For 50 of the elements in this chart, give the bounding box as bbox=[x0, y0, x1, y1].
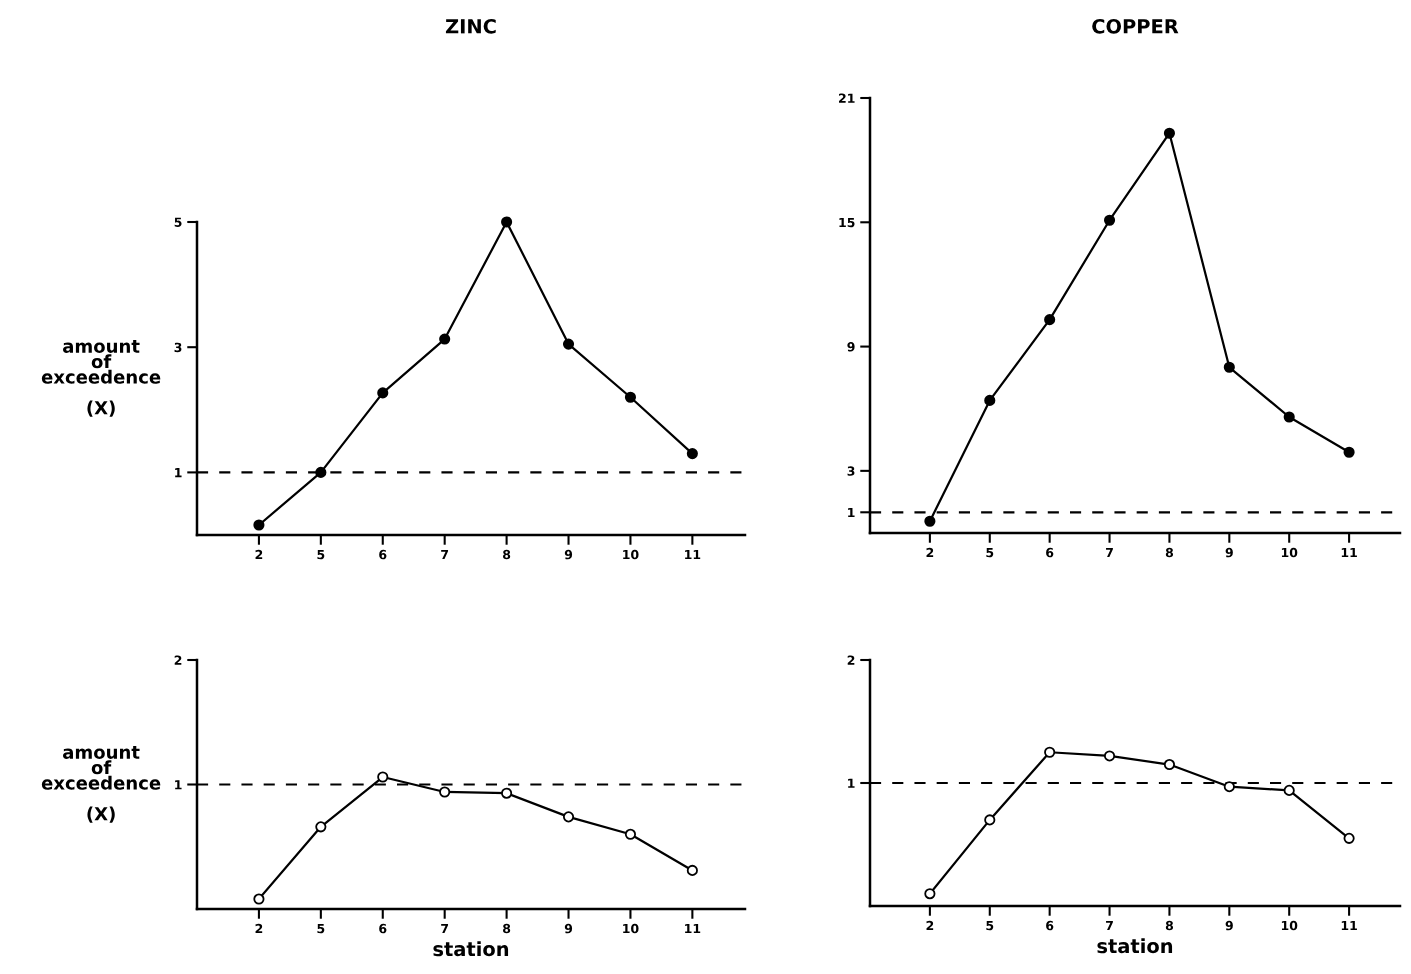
y-tick-label: 1 bbox=[848, 778, 855, 788]
y-tick-label: 2 bbox=[174, 655, 182, 665]
y-tick-label: 3 bbox=[847, 466, 855, 476]
y-tick-label: 15 bbox=[839, 217, 855, 228]
x-tick-label: 5 bbox=[317, 549, 325, 560]
x-tick-label: 10 bbox=[1281, 547, 1298, 558]
x-tick-label: 8 bbox=[503, 923, 511, 934]
x-tick-label: 9 bbox=[564, 923, 573, 934]
x-tick-label: 2 bbox=[926, 920, 934, 931]
x-tick-label: 7 bbox=[1106, 547, 1113, 558]
x-tick-label: 6 bbox=[379, 923, 387, 934]
x-tick-label: 7 bbox=[441, 549, 449, 560]
y-tick-label: 1 bbox=[848, 507, 855, 518]
x-tick-label: 8 bbox=[1165, 920, 1174, 931]
y-tick-label: 21 bbox=[839, 93, 855, 103]
x-tick-label: 7 bbox=[441, 923, 449, 934]
x-tick-label: 2 bbox=[255, 549, 263, 560]
x-tick-label: 6 bbox=[1046, 920, 1054, 931]
y-tick-label: 1 bbox=[175, 780, 182, 790]
y-tick-label: 3 bbox=[174, 342, 182, 353]
y-tick-label: 1 bbox=[175, 468, 182, 478]
x-tick-label: 11 bbox=[1341, 920, 1357, 931]
x-tick-label: 8 bbox=[503, 549, 511, 560]
x-axis-title: station bbox=[433, 941, 509, 957]
chart-title: COPPER bbox=[1092, 18, 1179, 34]
x-tick-label: 2 bbox=[255, 923, 263, 934]
x-tick-label: 11 bbox=[1341, 547, 1357, 558]
y-tick-label: 9 bbox=[847, 342, 855, 352]
x-tick-label: 10 bbox=[623, 923, 639, 934]
x-tick-label: 9 bbox=[564, 549, 573, 560]
x-tick-label: 9 bbox=[1225, 547, 1233, 558]
y-tick-label: 5 bbox=[174, 217, 182, 227]
x-axis-title: station bbox=[1097, 938, 1173, 954]
x-tick-label: 2 bbox=[926, 547, 934, 558]
x-tick-label: 10 bbox=[1281, 920, 1298, 931]
x-tick-label: 7 bbox=[1106, 920, 1113, 931]
x-tick-label: 11 bbox=[685, 923, 701, 934]
x-tick-label: 8 bbox=[1165, 547, 1174, 558]
y-axis-title: amount of exceedence (X) bbox=[41, 339, 161, 417]
y-axis-title: amount of exceedence (X) bbox=[41, 745, 161, 823]
chart-title: ZINC bbox=[445, 18, 496, 34]
x-tick-label: 6 bbox=[379, 549, 387, 560]
x-tick-label: 6 bbox=[1046, 547, 1054, 558]
x-tick-label: 10 bbox=[623, 549, 639, 560]
y-tick-label: 2 bbox=[847, 655, 855, 665]
x-tick-label: 5 bbox=[986, 547, 994, 558]
x-tick-label: 11 bbox=[685, 549, 701, 560]
x-tick-label: 9 bbox=[1225, 920, 1233, 931]
x-tick-label: 5 bbox=[986, 920, 994, 931]
x-tick-label: 5 bbox=[317, 923, 325, 934]
